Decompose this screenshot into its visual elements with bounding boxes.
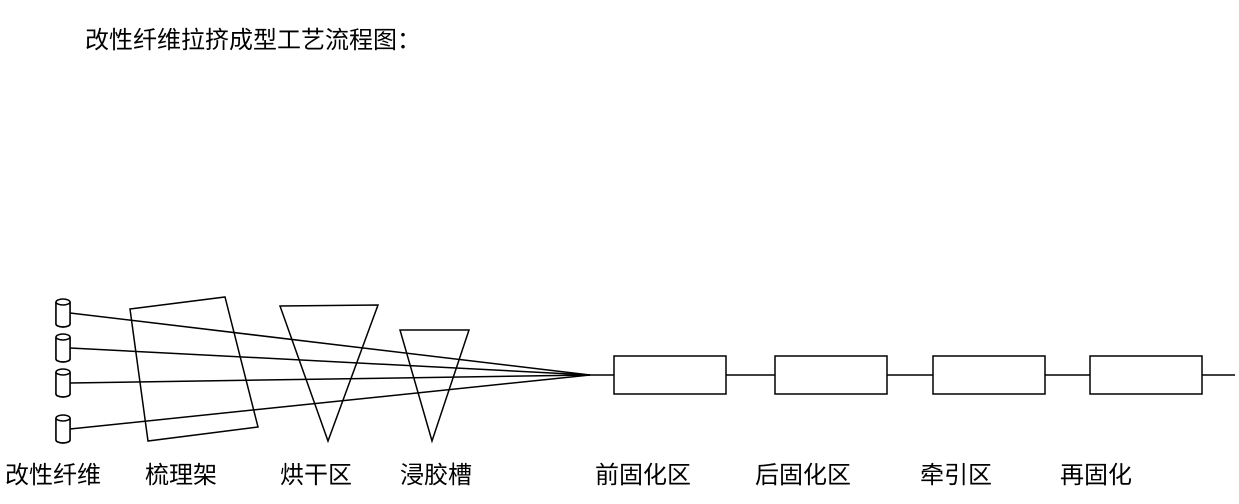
process-diagram: [0, 0, 1239, 504]
label-carding: 梳理架: [145, 455, 217, 490]
label-pull: 牵引区: [920, 455, 992, 490]
dipping-tank: [400, 330, 469, 441]
fiber-line: [70, 375, 590, 383]
label-dipping: 浸胶槽: [400, 455, 472, 490]
fiber-spool: [56, 299, 70, 327]
label-fiber: 改性纤维: [5, 455, 101, 490]
carding-frame: [130, 297, 258, 441]
precure-box: [614, 356, 726, 394]
fiber-spool: [56, 334, 70, 362]
label-recure: 再固化: [1060, 455, 1132, 490]
label-precure: 前固化区: [595, 455, 691, 490]
drying-zone: [280, 305, 378, 441]
label-postcure: 后固化区: [755, 455, 851, 490]
label-drying: 烘干区: [280, 455, 352, 490]
pull-box: [933, 356, 1045, 394]
postcure-box: [775, 356, 887, 394]
fiber-spool: [56, 415, 70, 443]
fiber-line: [70, 313, 590, 375]
recure-box: [1090, 356, 1202, 394]
fiber-spool: [56, 369, 70, 397]
fiber-line: [70, 375, 590, 429]
fiber-line: [70, 348, 590, 375]
